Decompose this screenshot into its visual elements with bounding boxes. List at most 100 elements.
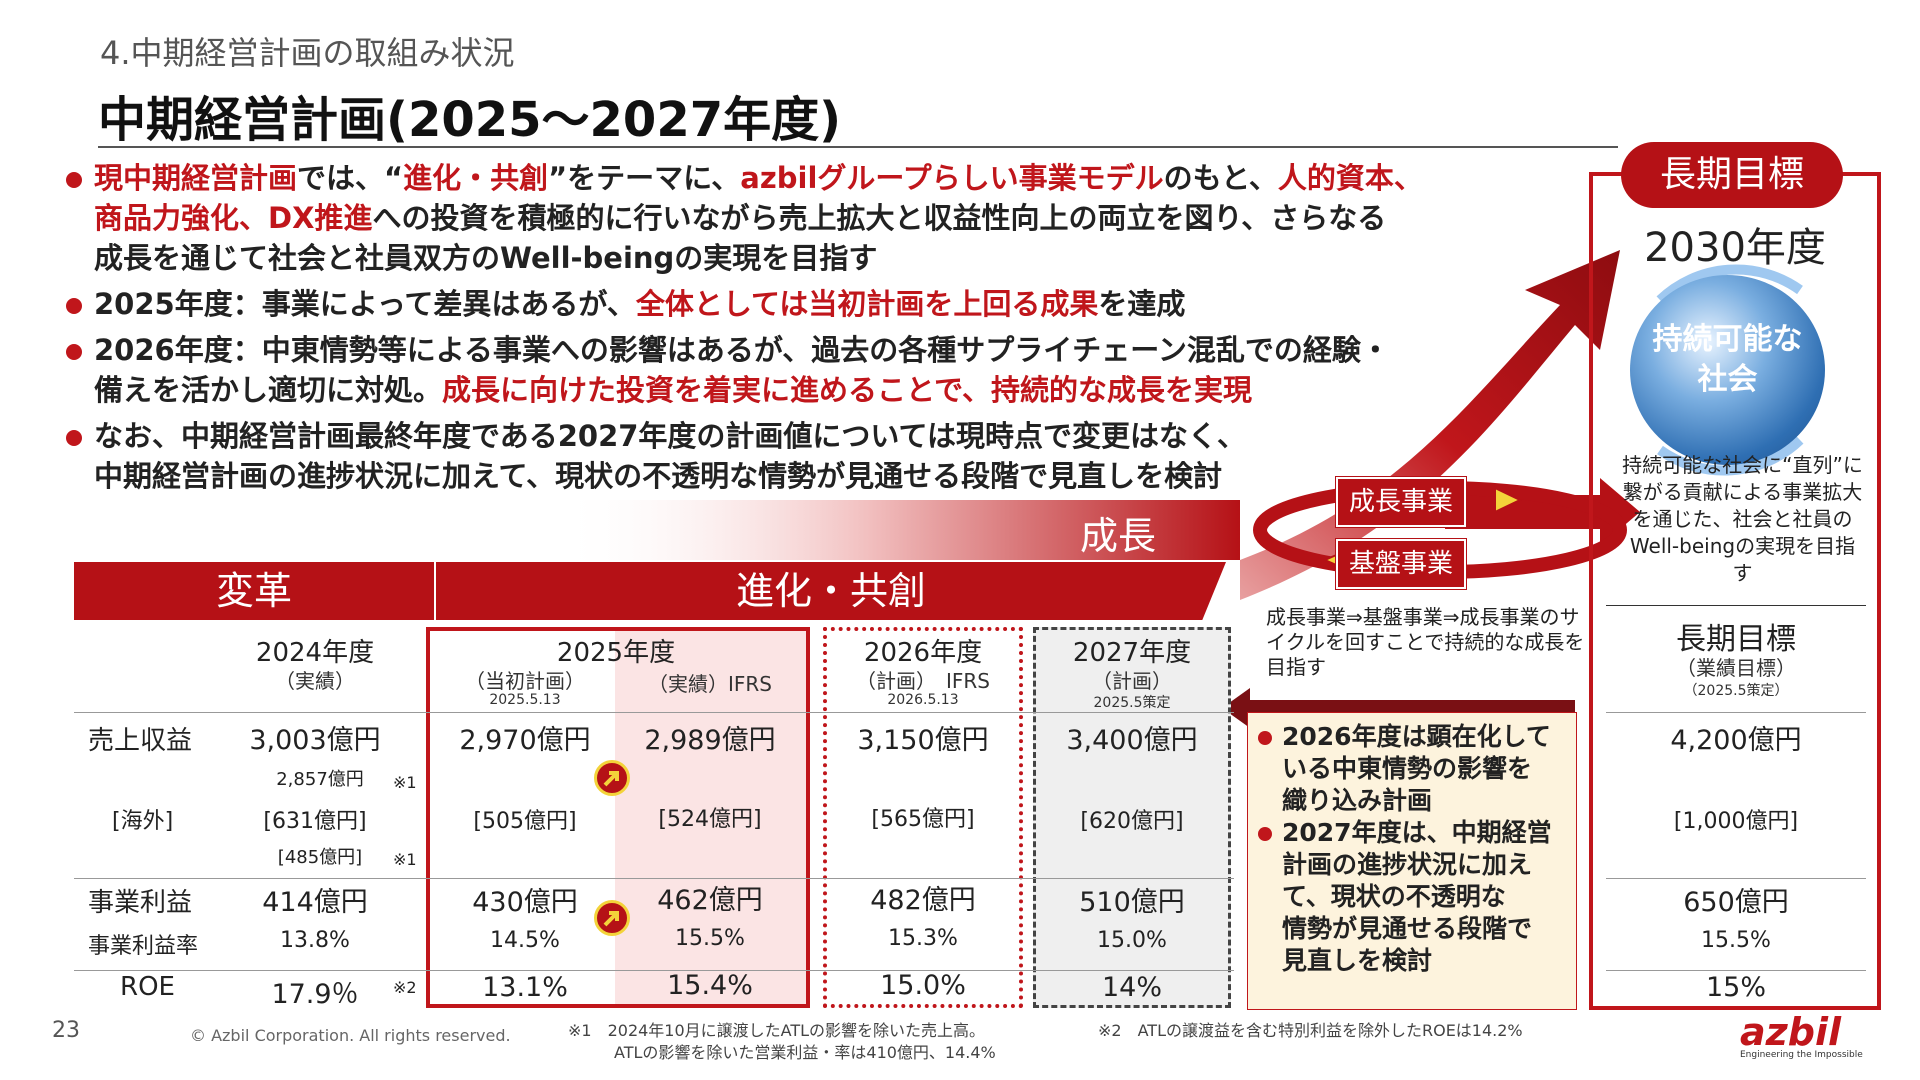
growth-up-arrow bbox=[1240, 250, 1620, 600]
yellow-note-box: 2026年度は顕在化して いる中東情勢の影響を 織り込み計画 2027年度は、中… bbox=[1247, 712, 1577, 1010]
col-2027-title: 2027年度 bbox=[1072, 638, 1192, 668]
reform-band: 変革 bbox=[74, 562, 434, 620]
col-long-date: （2025.5策定） bbox=[1683, 683, 1789, 699]
section-subtitle: 4.中期経営計画の取組み状況 bbox=[100, 34, 515, 72]
roe-2024: 17.9％ bbox=[271, 979, 359, 1010]
col-2026-sub: （計画） IFRS bbox=[856, 669, 990, 693]
row-separator bbox=[74, 878, 1234, 879]
revenue-2024-adjusted: 2,857億円 bbox=[276, 769, 364, 790]
row-separator bbox=[74, 970, 1234, 971]
row-label-op-profit: 事業利益 bbox=[88, 888, 193, 918]
overseas-long-term: [1,000億円] bbox=[1673, 809, 1799, 834]
growth-business-tag: 成長事業 bbox=[1336, 477, 1466, 527]
evolution-band: 進化・共創 bbox=[436, 562, 1226, 620]
column-2025-box bbox=[426, 627, 810, 1008]
long-term-divider bbox=[1606, 605, 1866, 606]
revenue-2025-actual: 2,989億円 bbox=[644, 725, 776, 756]
row-separator bbox=[74, 712, 1234, 713]
col-long-title: 長期目標 bbox=[1676, 622, 1796, 657]
col-2025-actual-sub: （実績）IFRS bbox=[648, 672, 772, 696]
bullet-dot-icon bbox=[66, 344, 82, 360]
col-2024-title: 2024年度 bbox=[255, 638, 375, 668]
note-mark-1: ※1 bbox=[393, 773, 417, 792]
col-2025-plan-date: 2025.5.13 bbox=[489, 692, 561, 708]
op-margin-2024: 13.8% bbox=[280, 928, 350, 953]
left-pointer-arrow bbox=[1222, 688, 1575, 728]
overseas-2027: [620億円] bbox=[1080, 809, 1184, 834]
long-term-note: 持続可能な社会に“直列”に繋がる貢献による事業拡大を通じた、社会と社員のWell… bbox=[1622, 453, 1863, 585]
note-mark-1b: ※1 bbox=[393, 850, 417, 869]
row-separator bbox=[1606, 712, 1866, 713]
overseas-2025-actual: [524億円] bbox=[658, 807, 762, 832]
row-separator bbox=[1606, 878, 1866, 879]
op-profit-long-term: 650億円 bbox=[1683, 887, 1789, 918]
globe-swirl bbox=[1656, 264, 1803, 304]
col-2026-date: 2026.5.13 bbox=[887, 692, 959, 708]
op-margin-2025-actual: 15.5% bbox=[675, 926, 745, 951]
overseas-2024: [631億円] bbox=[263, 809, 367, 834]
bullet-item: 2026年度：中東情勢等による事業への影響はあるが、過去の各種サプライチェーン混… bbox=[62, 330, 1582, 410]
azbil-logo: azbil bbox=[1740, 1010, 1842, 1054]
bullet-dot-icon bbox=[66, 298, 82, 314]
row-label-overseas: [海外] bbox=[112, 809, 174, 834]
col-2026-title: 2026年度 bbox=[863, 638, 983, 668]
bullet-list: 現中期経営計画では、“進化・共創”をテーマに、azbilグループらしい事業モデル… bbox=[62, 158, 1582, 502]
globe-swirl bbox=[1657, 436, 1804, 476]
roe-2025-actual: 15.4% bbox=[667, 970, 753, 1001]
yellow-bullet: 2027年度は、中期経営 計画の進捗状況に加え て、現状の不透明な 情勢が見通せ… bbox=[1252, 817, 1566, 977]
cycle-note: 成長事業⇒基盤事業⇒成長事業のサイクルを回すことで持続的な成長を目指す bbox=[1266, 605, 1585, 679]
footnote-2: ※2 ATLの譲渡益を含む特別利益を除外したROEは14.2% bbox=[1098, 1021, 1523, 1040]
op-margin-2027: 15.0% bbox=[1097, 928, 1167, 953]
overseas-2024-adjusted: [485億円] bbox=[277, 847, 363, 868]
azbil-logo-tagline: Engineering the Impossible bbox=[1740, 1050, 1863, 1060]
title-divider bbox=[98, 146, 1618, 148]
page-number: 23 bbox=[52, 1018, 80, 1043]
row-label-roe: ROE bbox=[120, 972, 175, 1002]
bullet-dot-icon bbox=[1258, 731, 1272, 745]
up-arrow-icon bbox=[594, 760, 630, 796]
col-long-sub: （業績目標） bbox=[1676, 656, 1796, 680]
bullet-item: なお、中期経営計画最終年度である2027年度の計画値については現時点で変更はなく… bbox=[62, 416, 1582, 496]
op-margin-2026: 15.3% bbox=[888, 926, 958, 951]
overseas-2026: [565億円] bbox=[871, 807, 975, 832]
revenue-2024: 3,003億円 bbox=[249, 725, 381, 756]
col-2027-sub: （計画） bbox=[1092, 669, 1172, 693]
globe-icon bbox=[1630, 275, 1825, 465]
op-profit-2025-plan: 430億円 bbox=[472, 887, 578, 918]
col-2027-date: 2025.5策定 bbox=[1093, 695, 1171, 711]
column-2027-box bbox=[1033, 627, 1231, 1008]
revenue-long-term: 4,200億円 bbox=[1670, 725, 1802, 756]
cycle-yellow-arrow-top bbox=[1494, 486, 1523, 514]
year-2030: 2030年度 bbox=[1644, 225, 1826, 271]
revenue-2026: 3,150億円 bbox=[857, 725, 989, 756]
page-title: 中期経営計画(2025〜2027年度) bbox=[98, 92, 842, 148]
row-separator bbox=[1606, 970, 1866, 971]
long-term-pill: 長期目標 bbox=[1621, 142, 1843, 208]
revenue-2025-plan: 2,970億円 bbox=[459, 725, 591, 756]
base-business-tag: 基盤事業 bbox=[1336, 539, 1466, 589]
bullet-item: 2025年度：事業によって差異はあるが、全体としては当初計画を上回る成果を達成 bbox=[62, 284, 1582, 324]
op-profit-2026: 482億円 bbox=[870, 885, 976, 916]
bullet-dot-icon bbox=[66, 172, 82, 188]
footnote-1: ※1 2024年10月に譲渡したATLの影響を除いた売上高。 ATLの影響を除い… bbox=[568, 1021, 996, 1062]
revenue-2027: 3,400億円 bbox=[1066, 725, 1198, 756]
col-2025-plan-sub: （当初計画） bbox=[465, 669, 585, 693]
op-profit-2024: 414億円 bbox=[262, 887, 368, 918]
globe-caption: 持続可能な 社会 bbox=[1652, 322, 1803, 397]
bullet-dot-icon bbox=[1258, 827, 1272, 841]
growth-gradient-band bbox=[560, 500, 1240, 560]
bullet-dot-icon bbox=[66, 430, 82, 446]
up-arrow-icon bbox=[594, 900, 630, 936]
roe-2027: 14% bbox=[1101, 972, 1162, 1003]
note-mark-2: ※2 bbox=[393, 978, 417, 997]
column-2026-box bbox=[823, 627, 1023, 1008]
op-margin-2025-plan: 14.5% bbox=[490, 928, 560, 953]
row-label-op-margin: 事業利益率 bbox=[88, 934, 199, 959]
op-profit-2025-actual: 462億円 bbox=[657, 885, 763, 916]
col-2025-title: 2025年度 bbox=[556, 638, 676, 668]
roe-2025-plan: 13.1% bbox=[482, 972, 568, 1003]
op-margin-long-term: 15.5% bbox=[1701, 928, 1771, 953]
actual-2025-highlight bbox=[615, 630, 807, 1006]
row-label-revenue: 売上収益 bbox=[88, 726, 193, 756]
roe-long-term: 15% bbox=[1705, 972, 1766, 1003]
